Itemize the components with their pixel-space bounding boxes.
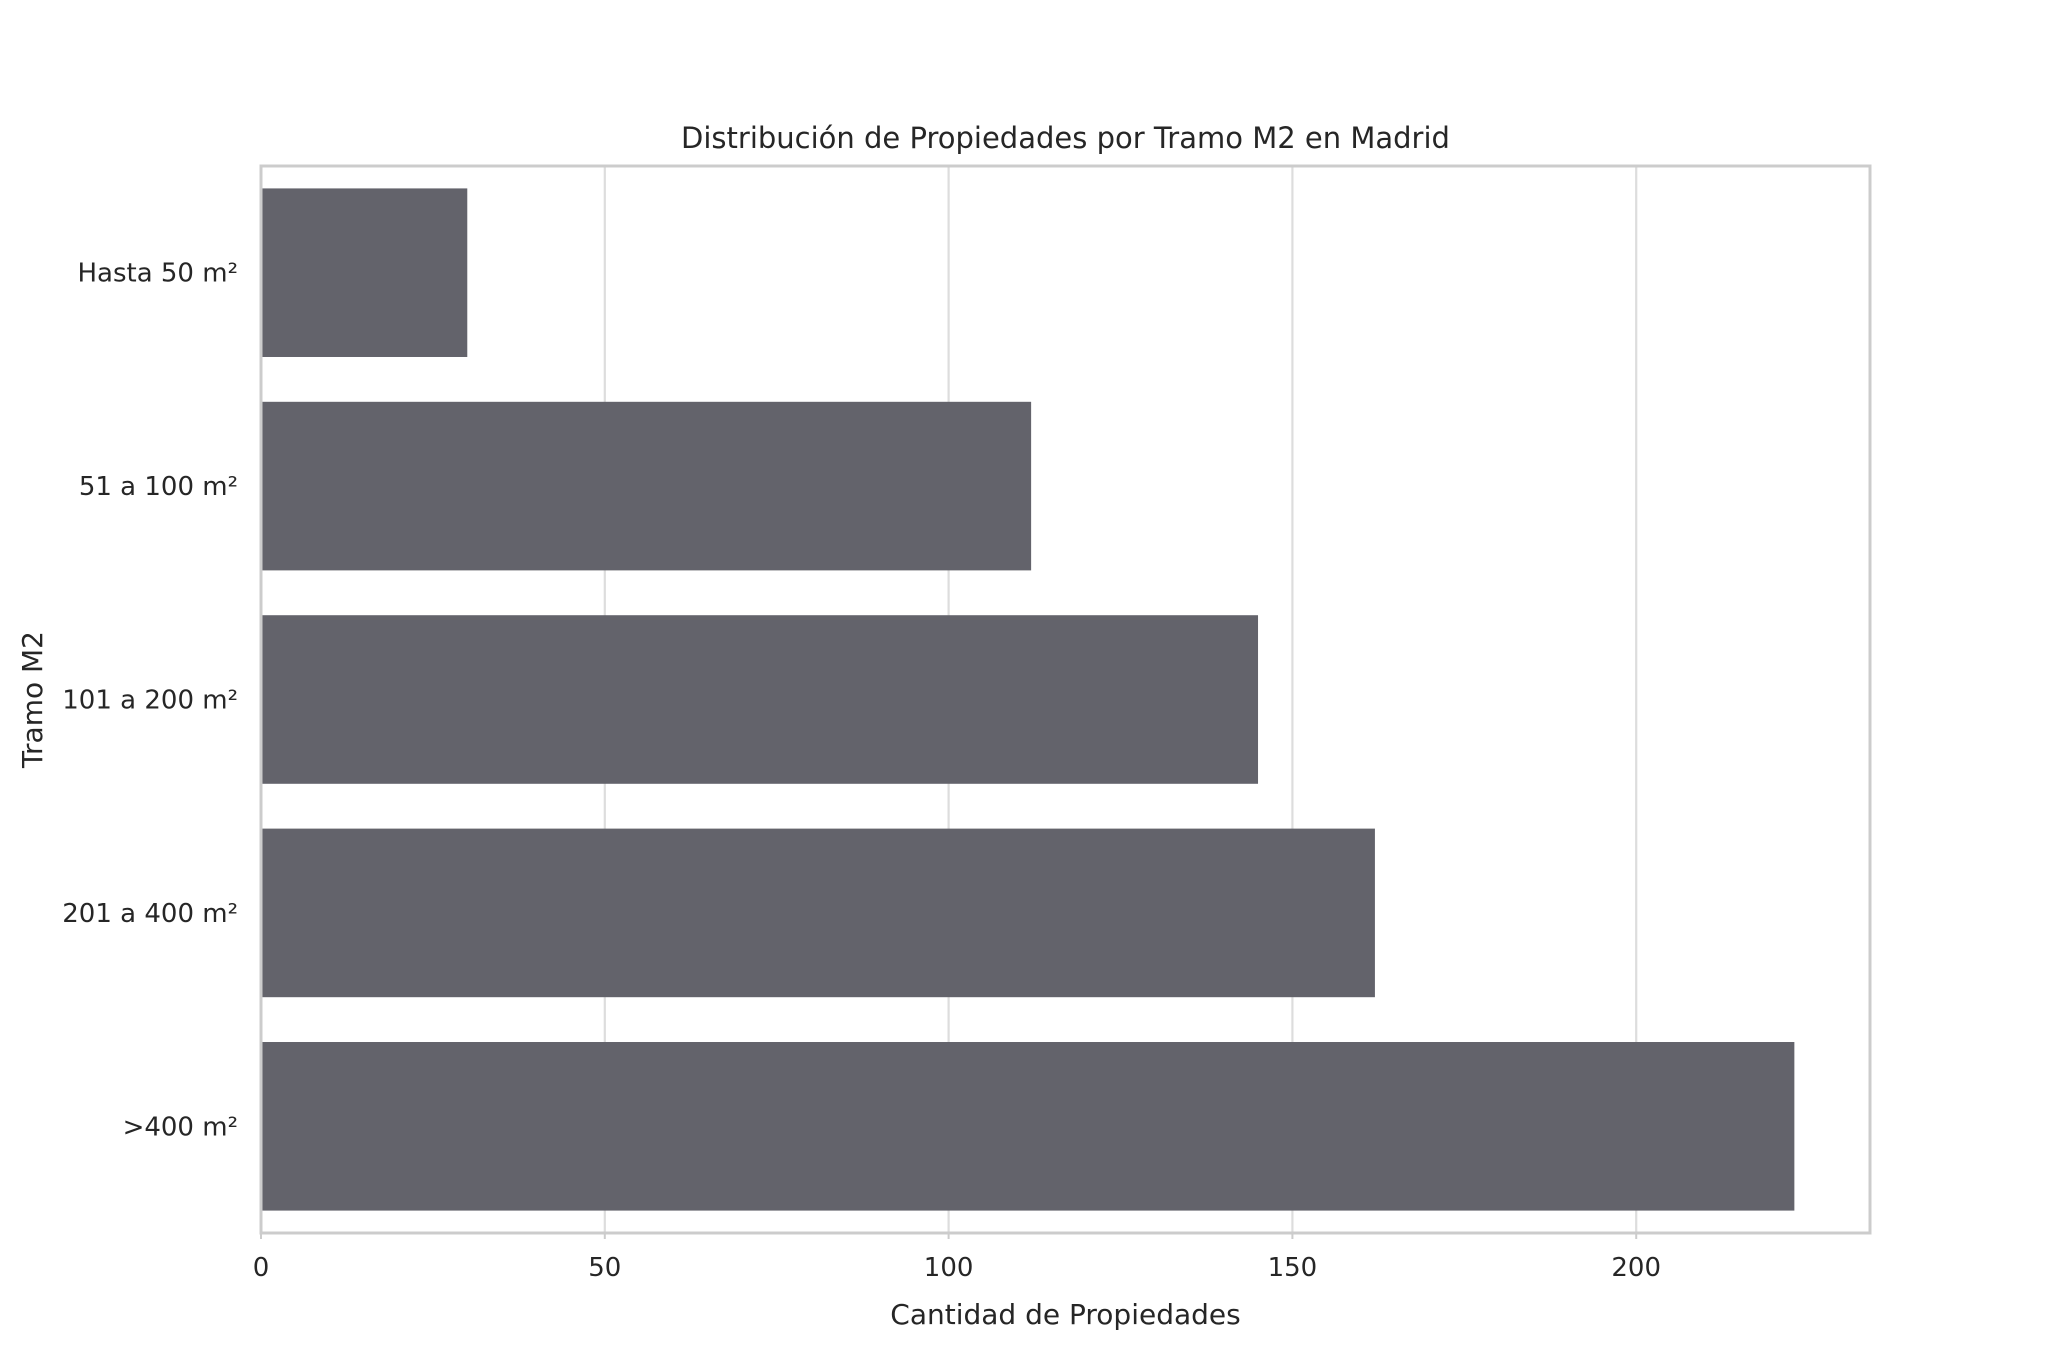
- x-tick-label: 150: [1268, 1253, 1318, 1283]
- x-tick-label: 50: [588, 1253, 621, 1283]
- x-axis-ticks: 0 50 100 150 200: [253, 1233, 1661, 1283]
- x-tick-label: 0: [253, 1253, 270, 1283]
- bar: [261, 188, 468, 357]
- plot-frame: [259, 164, 1872, 1235]
- y-tick-label: 101 a 200 m²: [62, 686, 238, 716]
- bar: [261, 401, 1032, 571]
- bar: [261, 828, 1375, 998]
- y-tick-label: Hasta 50 m²: [77, 259, 238, 289]
- bar: [261, 1042, 1795, 1211]
- y-axis-ticks: Hasta 50 m² 51 a 100 m² 101 a 200 m² 201 a …: [62, 259, 238, 1143]
- bars: [261, 188, 1795, 1211]
- chart-title: Distribución de Propiedades por Tramo M2…: [681, 121, 1450, 155]
- x-tick-label: 100: [924, 1253, 974, 1283]
- y-axis-label: Tramo M2: [16, 631, 49, 769]
- x-tick-label: 200: [1611, 1253, 1661, 1283]
- x-axis-label: Cantidad de Propiedades: [890, 1298, 1240, 1331]
- y-tick-label: 51 a 100 m²: [79, 472, 238, 502]
- y-tick-label: >400 m²: [123, 1112, 238, 1142]
- y-tick-label: 201 a 400 m²: [62, 899, 238, 929]
- bar: [261, 615, 1259, 784]
